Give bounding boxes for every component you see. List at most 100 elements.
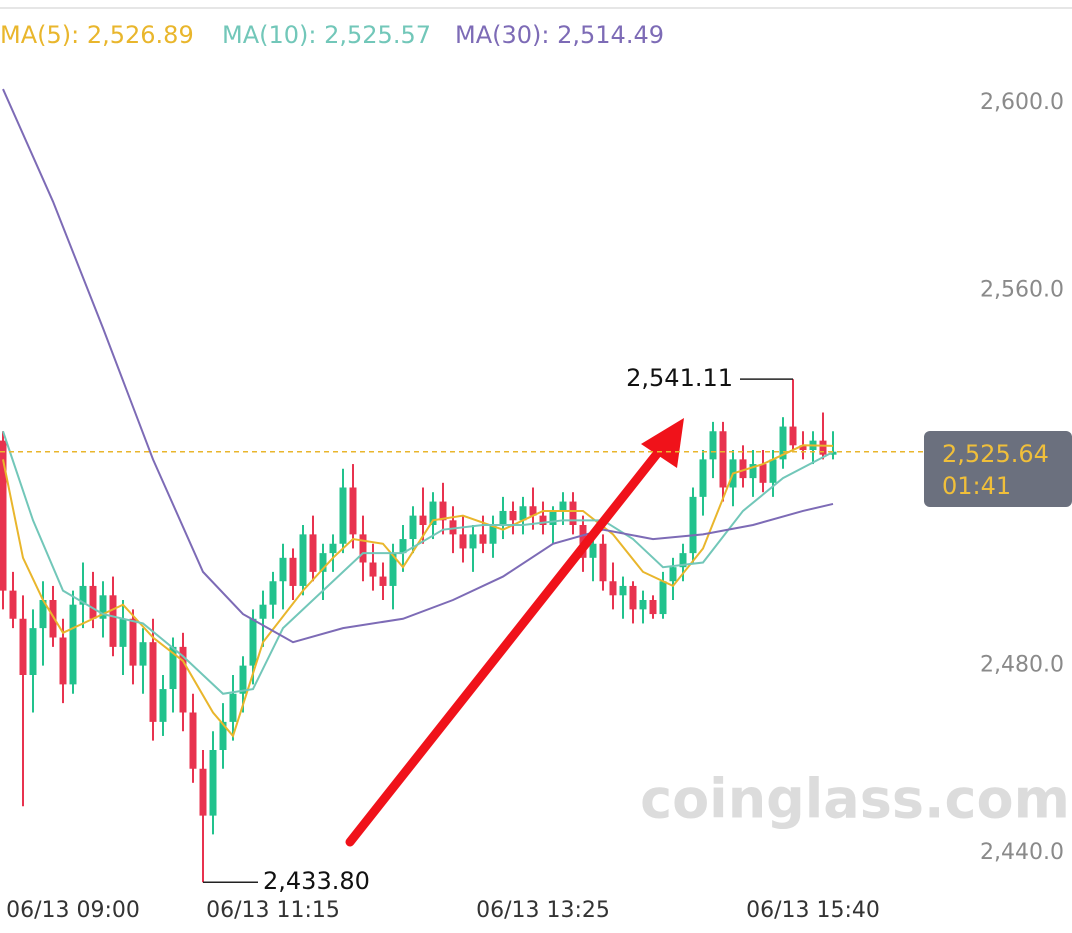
last-price-label: 2,525.64 [942, 440, 1049, 468]
candle-body [219, 721, 227, 750]
candle-body [369, 562, 377, 577]
candle-body [129, 618, 137, 666]
x-tick-label: 06/13 15:40 [746, 898, 880, 923]
y-tick-label: 2,560.0 [980, 278, 1064, 303]
candle-body [329, 543, 337, 554]
candle-body [59, 637, 67, 685]
candle-body [79, 585, 87, 605]
candle-body [0, 440, 7, 591]
candle-body [309, 534, 317, 572]
candle-body [469, 534, 477, 549]
ma-line [2, 430, 834, 695]
candle-body [299, 534, 307, 586]
candle-body [259, 604, 267, 619]
candle-body [339, 487, 347, 544]
candle-body [549, 510, 557, 525]
candle-body [639, 600, 647, 610]
annotation-label: 2,541.11 [626, 364, 733, 392]
candle-body [459, 534, 467, 549]
y-tick-label: 2,480.0 [980, 653, 1064, 678]
candle-body [719, 431, 727, 488]
candle-body [599, 543, 607, 582]
candle-body [19, 618, 27, 675]
candle-body [509, 510, 517, 521]
candle-body [499, 510, 507, 525]
candle-body [779, 426, 787, 460]
legend-entry: MA(10): 2,525.57 [222, 21, 431, 49]
candle-body [539, 515, 547, 525]
candle-body [49, 600, 57, 638]
candle-body [189, 712, 197, 769]
candle-body [399, 539, 407, 554]
x-tick-label: 06/13 13:25 [476, 898, 610, 923]
ma-line [2, 88, 834, 644]
candle-body [589, 543, 597, 558]
candle-body [739, 459, 747, 479]
candle-body [69, 604, 77, 685]
legend-entry: MA(30): 2,514.49 [455, 21, 664, 49]
candle-body [229, 693, 237, 722]
candle-body [109, 595, 117, 647]
annotation-label: 2,433.80 [263, 867, 370, 895]
price-box [924, 431, 1072, 507]
candle-body [29, 628, 37, 675]
candle-body [249, 618, 257, 666]
candle-body [609, 581, 617, 596]
candle-body [669, 567, 677, 582]
arrow-shaft [345, 445, 665, 847]
ma-line [2, 444, 834, 738]
candle-body [289, 557, 297, 586]
candle-body [619, 585, 627, 596]
candle-body [119, 618, 127, 647]
candle-body [629, 585, 637, 610]
candle-body [519, 506, 527, 521]
candle-body [99, 595, 107, 619]
x-tick-label: 06/13 11:15 [206, 898, 340, 923]
candle-body [89, 585, 97, 619]
arrow-head [641, 418, 684, 468]
x-tick-label: 06/13 09:00 [6, 898, 140, 923]
candle-body [409, 515, 417, 540]
countdown: 01:41 [942, 472, 1011, 500]
candle-body [179, 646, 187, 713]
candle-body [829, 451, 837, 455]
candle-body [319, 553, 327, 572]
y-tick-label: 2,600.0 [980, 90, 1064, 115]
candle-body [489, 525, 497, 544]
candle-body [759, 464, 767, 483]
candle-body [789, 426, 797, 446]
candle-body [749, 464, 757, 479]
candle-body [279, 557, 287, 582]
candle-body [709, 431, 717, 460]
candle-body [159, 689, 167, 722]
candle-body [149, 642, 157, 722]
candle-body [359, 534, 367, 563]
candle-body [39, 600, 47, 629]
candle-body [799, 445, 807, 450]
candle-body [569, 501, 577, 525]
candle-body [239, 665, 247, 694]
candle-body [209, 750, 217, 816]
candle-body [439, 501, 447, 521]
candle-body [529, 506, 537, 516]
candle-body [9, 590, 17, 619]
candle-body [699, 459, 707, 497]
candle-body [429, 501, 437, 525]
candle-body [689, 496, 697, 554]
candle-body [649, 600, 657, 615]
candle-body [269, 581, 277, 605]
candle-body [659, 581, 667, 615]
y-tick-label: 2,440.0 [980, 840, 1064, 865]
candle-body [449, 520, 457, 535]
candle-body [379, 576, 387, 586]
candle-body [819, 440, 827, 455]
candle-body [679, 553, 687, 568]
candle-body [139, 642, 147, 666]
candle-body [349, 487, 357, 535]
watermark: coinglass.com [640, 768, 1070, 831]
candle-body [389, 553, 397, 586]
candle-body [419, 515, 427, 525]
candle-body [199, 768, 207, 816]
legend-entry: MA(5): 2,526.89 [0, 21, 194, 49]
